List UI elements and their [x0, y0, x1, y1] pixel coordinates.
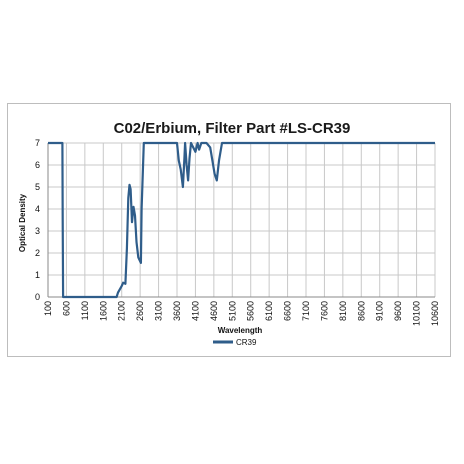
series-line-cr39 — [48, 141, 435, 299]
y-tick-label: 1 — [35, 270, 40, 280]
x-tick-label: 10100 — [412, 301, 422, 326]
y-tick-label: 3 — [35, 226, 40, 236]
y-tick-label: 2 — [35, 248, 40, 258]
chart-frame — [7, 103, 451, 357]
y-axis-title: Optical Density — [18, 193, 27, 252]
x-tick-label: 100 — [43, 301, 53, 316]
x-tick-label: 9100 — [375, 301, 385, 321]
x-tick-label: 3600 — [172, 301, 182, 321]
x-tick-label: 8600 — [356, 301, 366, 321]
x-tick-label: 1600 — [98, 301, 108, 321]
x-axis-title: Wavelength — [218, 326, 263, 335]
x-tick-label: 7100 — [301, 301, 311, 321]
y-tick-label: 4 — [35, 204, 40, 214]
chart-title: C02/Erbium, Filter Part #LS-CR39 — [113, 120, 351, 137]
x-tick-label: 9600 — [393, 301, 403, 321]
x-tick-label: 2100 — [117, 301, 127, 321]
x-tick-label: 4100 — [190, 301, 200, 321]
x-tick-label: 600 — [61, 301, 71, 316]
grid — [47, 142, 436, 298]
y-tick-label: 0 — [35, 292, 40, 302]
tick-labels: 100 600 1100 1600 2100 2600 3100 3600 4100 4600 51… — [35, 138, 440, 326]
x-tick-label: 1100 — [80, 301, 90, 320]
y-tick-label: 5 — [35, 182, 40, 192]
x-tick-label: 7600 — [319, 301, 329, 321]
x-tick-label: 6600 — [283, 301, 293, 321]
axes — [47, 143, 435, 298]
y-tick-label: 7 — [35, 138, 40, 148]
x-tick-label: 6100 — [264, 301, 274, 321]
x-tick-label: 4600 — [209, 301, 219, 321]
legend-label-cr39: CR39 — [236, 338, 257, 347]
x-tick-label: 3100 — [154, 301, 164, 321]
x-tick-label: 2600 — [135, 301, 145, 321]
x-tick-label: 5100 — [227, 301, 237, 321]
x-tick-label: 10600 — [430, 301, 440, 326]
x-tick-label: 5600 — [246, 301, 256, 321]
x-tick-label: 8100 — [338, 301, 348, 321]
legend: CR39 — [213, 338, 257, 347]
series-layer — [48, 141, 435, 299]
y-tick-label: 6 — [35, 160, 40, 170]
